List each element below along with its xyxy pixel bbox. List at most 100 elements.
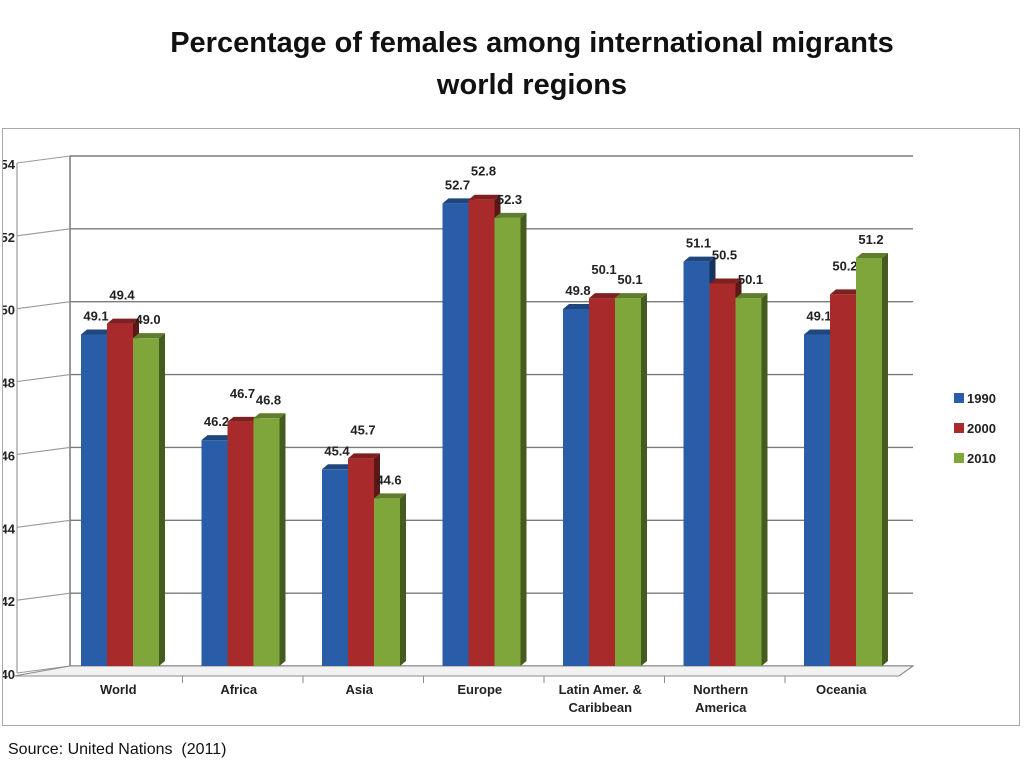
- data-label: 49.0: [135, 312, 160, 327]
- bar-top: [804, 329, 836, 335]
- x-tick-label: Oceania: [816, 682, 867, 697]
- bar-side: [520, 212, 527, 666]
- y-tick-label-46: 46: [3, 448, 15, 463]
- bar-2000-1: [227, 421, 254, 666]
- bar-side: [279, 413, 286, 666]
- y-tick-label-50: 50: [3, 303, 15, 318]
- bar-1990-4: [563, 309, 589, 666]
- bar-chart: 40 42 44 46 48 50 52 54 World Africa Asia Europe Lat…: [3, 155, 996, 715]
- data-label: 45.7: [350, 422, 375, 437]
- data-label: 46.2: [204, 414, 229, 429]
- slide-title-line-2: world regions: [436, 69, 628, 101]
- bar-top: [683, 256, 716, 262]
- bar-top: [589, 293, 621, 299]
- y-tick-label-42: 42: [3, 594, 15, 609]
- gridline-side-44: [16, 519, 71, 528]
- gridline-side-48: [16, 374, 71, 383]
- y-tick-label-40: 40: [3, 667, 15, 682]
- chart-frame: 40 42 44 46 48 50 52 54 World Africa Asia Europe Lat…: [2, 128, 1020, 726]
- bar-top: [494, 212, 527, 218]
- bar-top: [253, 413, 286, 419]
- legend-label-2010: 2010: [967, 451, 996, 466]
- bar-2000-6: [830, 294, 856, 666]
- bar-top: [563, 304, 595, 309]
- legend-label-2000: 2000: [967, 421, 996, 436]
- bar-2010-0: [133, 338, 159, 666]
- x-tick-label: Europe: [457, 682, 502, 697]
- bar-side: [159, 333, 165, 666]
- gridline-side-52: [16, 228, 71, 237]
- legend-swatch-1990: [954, 393, 964, 403]
- data-label: 50.1: [591, 262, 616, 277]
- bar-2010-6: [856, 258, 882, 666]
- gridline-side-54: [16, 155, 71, 164]
- bar-2000-4: [589, 298, 615, 666]
- x-tick-label: Latin Amer. &: [559, 682, 642, 697]
- data-label: 49.8: [565, 283, 590, 298]
- data-label: 49.1: [806, 309, 831, 324]
- data-label: 50.1: [738, 272, 763, 287]
- legend-swatch-2010: [954, 453, 964, 463]
- bar-2000-5: [709, 283, 736, 666]
- data-label: 50.1: [617, 272, 642, 287]
- data-label: 49.4: [109, 288, 135, 303]
- legend-swatch-2000: [954, 423, 964, 433]
- y-tick-label-52: 52: [3, 230, 15, 245]
- bar-1990-1: [201, 440, 228, 666]
- bar-top: [442, 198, 475, 204]
- bar-top: [227, 416, 260, 422]
- data-label: 50.5: [712, 248, 737, 263]
- bar-top: [830, 289, 862, 295]
- bar-2000-3: [468, 199, 495, 666]
- x-tick-label: Asia: [346, 682, 374, 697]
- x-tick-label: America: [695, 700, 747, 715]
- bar-side: [400, 493, 406, 666]
- x-tick-label: Caribbean: [568, 700, 632, 715]
- bar-side: [761, 293, 768, 666]
- bar-2000-2: [348, 458, 374, 666]
- bar-2010-4: [615, 298, 641, 666]
- bar-top: [348, 453, 380, 459]
- bar-1990-2: [322, 469, 348, 666]
- data-label: 52.7: [445, 177, 470, 192]
- bar-1990-0: [81, 334, 107, 666]
- bar-side: [882, 253, 888, 666]
- x-tick-label: Northern: [693, 682, 748, 697]
- data-label: 52.3: [497, 192, 522, 207]
- bar-2010-5: [735, 298, 762, 666]
- y-tick-label-48: 48: [3, 376, 15, 391]
- data-label: 51.2: [858, 232, 883, 247]
- bar-top: [468, 194, 501, 200]
- bar-2010-2: [374, 498, 400, 666]
- data-label: 50.2: [832, 258, 857, 273]
- gridline-side-42: [16, 592, 71, 601]
- bar-1990-6: [804, 334, 830, 666]
- gridline-side-50: [16, 301, 71, 310]
- bar-top: [709, 278, 742, 284]
- bar-1990-5: [683, 261, 710, 666]
- gridline-side-46: [16, 446, 71, 455]
- bar-top: [615, 293, 647, 299]
- data-label: 49.1: [83, 309, 108, 324]
- plot-floor: [13, 665, 915, 677]
- bar-top: [133, 333, 165, 339]
- bar-top: [322, 464, 354, 470]
- data-label: 44.6: [376, 472, 401, 487]
- bar-top: [735, 293, 768, 299]
- y-tick-label-44: 44: [3, 521, 16, 536]
- bar-top: [81, 329, 113, 335]
- bar-top: [201, 435, 234, 441]
- data-label: 52.8: [471, 164, 496, 179]
- bar-side: [641, 293, 647, 666]
- data-label: 45.4: [324, 443, 350, 458]
- bar-1990-3: [442, 203, 469, 666]
- bar-top: [856, 253, 888, 258]
- y-tick-label-54: 54: [3, 157, 16, 172]
- bar-top: [374, 493, 406, 499]
- legend-label-1990: 1990: [967, 391, 996, 406]
- data-label: 46.7: [230, 386, 255, 401]
- data-label: 46.8: [256, 392, 281, 407]
- data-label: 51.1: [686, 236, 711, 251]
- x-tick-label: Africa: [220, 682, 258, 697]
- slide-title-line-1: Percentage of females among internationa…: [170, 27, 894, 59]
